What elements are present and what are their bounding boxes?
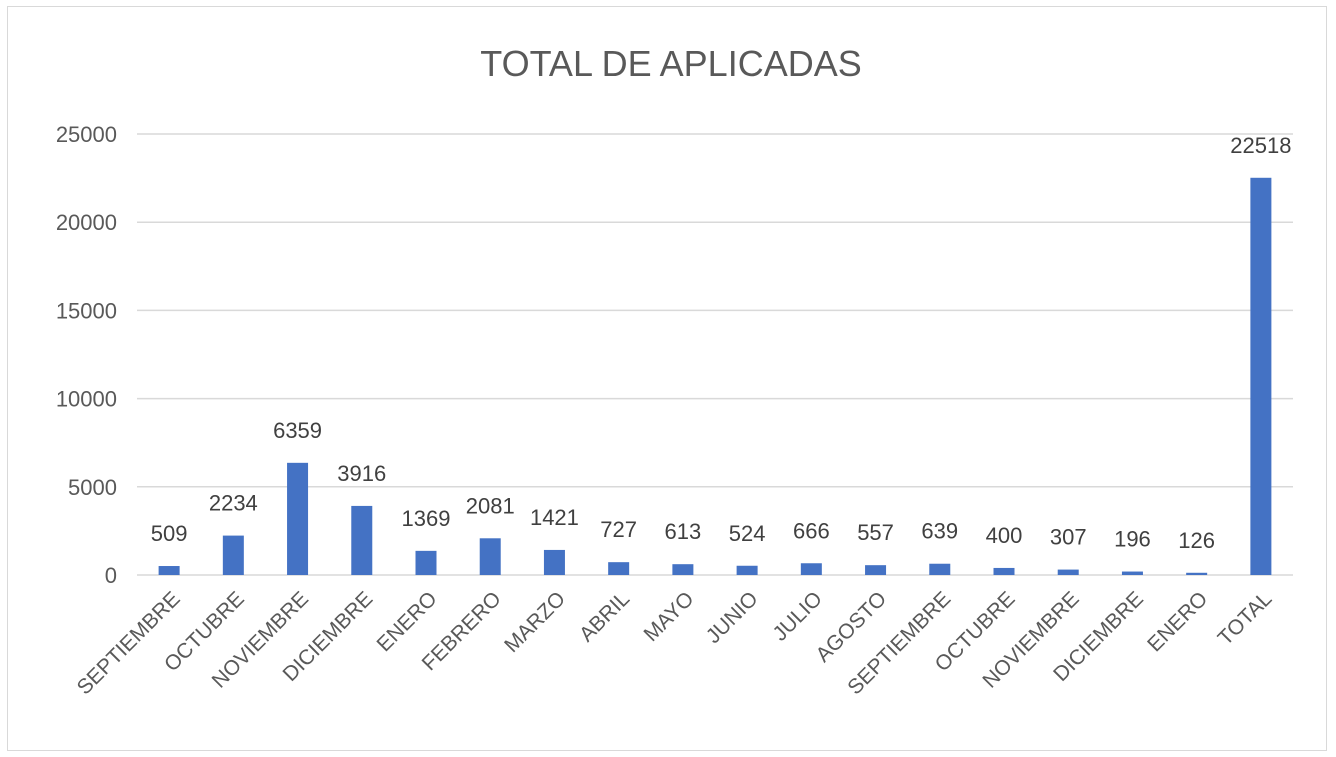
y-tick-label: 0 <box>105 563 117 588</box>
bar <box>158 566 180 575</box>
data-label: 3916 <box>337 461 386 486</box>
chart-title: TOTAL DE APLICADAS <box>480 43 861 84</box>
data-label: 2081 <box>466 493 515 518</box>
bar <box>993 567 1015 575</box>
data-labels: 509 2234 6359 3916 1369 2081 1421 727 613 524 666 5… <box>151 133 1292 553</box>
data-label: 727 <box>600 517 637 542</box>
data-label: 524 <box>729 521 766 546</box>
data-label: 1421 <box>530 505 579 530</box>
data-label: 400 <box>986 523 1023 548</box>
x-tick-label: JULIO <box>769 587 827 645</box>
bar <box>1186 572 1208 575</box>
data-label: 509 <box>151 521 188 546</box>
bar <box>1121 571 1143 575</box>
gridlines <box>137 133 1293 576</box>
data-label: 557 <box>857 520 894 545</box>
y-tick-label: 10000 <box>56 387 117 412</box>
bar <box>865 565 887 575</box>
bar <box>287 462 309 575</box>
x-tick-label: JUNIO <box>702 587 763 648</box>
chart-area <box>7 6 1327 751</box>
x-tick-label: ENERO <box>1143 587 1212 656</box>
data-label: 307 <box>1050 525 1087 550</box>
x-tick-label: MAYO <box>640 587 699 646</box>
data-label: 22518 <box>1230 133 1291 158</box>
bar <box>479 538 501 575</box>
x-tick-label: TOTAL <box>1214 587 1277 650</box>
data-label: 666 <box>793 518 830 543</box>
bar <box>351 505 373 575</box>
y-tick-label: 25000 <box>56 122 117 147</box>
y-axis: 0 5000 10000 15000 20000 25000 <box>56 122 117 588</box>
y-tick-label: 5000 <box>68 475 117 500</box>
bar <box>672 564 694 575</box>
y-tick-label: 20000 <box>56 210 117 235</box>
data-label: 639 <box>921 519 958 544</box>
y-tick-label: 15000 <box>56 298 117 323</box>
bars <box>158 177 1272 576</box>
data-label: 126 <box>1178 528 1215 553</box>
bar <box>222 535 244 575</box>
x-tick-label: MARZO <box>500 587 570 657</box>
bar <box>543 549 565 575</box>
bar <box>736 565 758 575</box>
x-tick-label: ABRIL <box>575 587 634 646</box>
data-label: 613 <box>665 519 702 544</box>
bar <box>608 562 630 575</box>
bar <box>415 550 437 575</box>
bar <box>1250 177 1272 576</box>
data-label: 1369 <box>402 506 451 531</box>
data-label: 6359 <box>273 418 322 443</box>
data-label: 196 <box>1114 527 1151 552</box>
bar <box>800 563 822 575</box>
bar <box>929 563 951 575</box>
x-tick-label: SEPTIEMBRE <box>73 587 185 699</box>
bar <box>1057 569 1079 575</box>
data-label: 2234 <box>209 491 258 516</box>
x-axis: SEPTIEMBREOCTUBRENOVIEMBREDICIEMBREENERO… <box>73 587 1277 699</box>
